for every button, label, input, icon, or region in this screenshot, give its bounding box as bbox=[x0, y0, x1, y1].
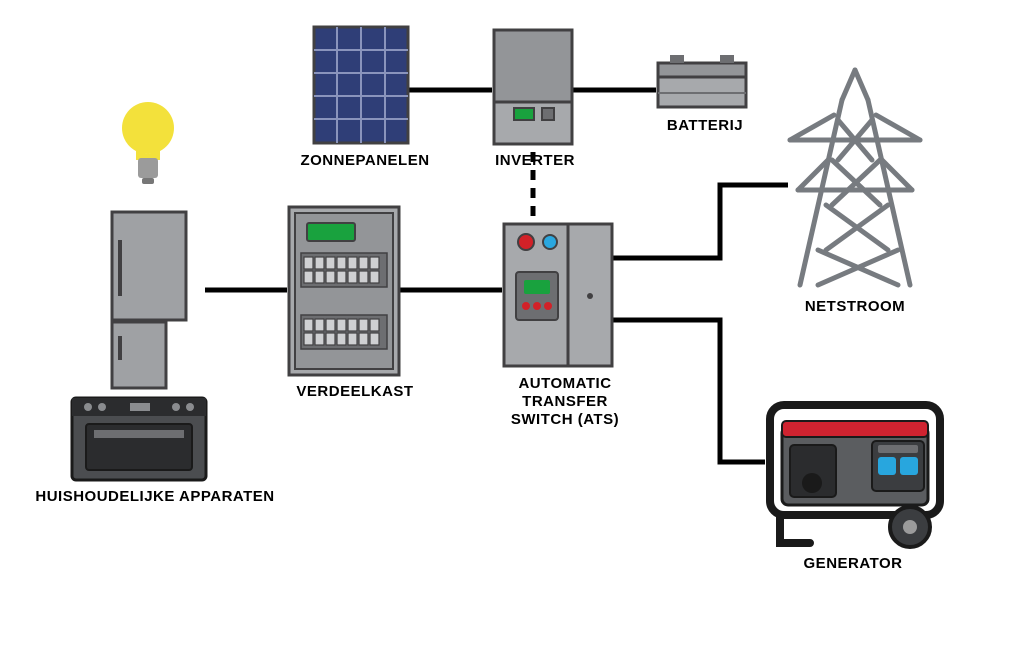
label-appliances: HUISHOUDELIJKE APPARATEN bbox=[25, 488, 285, 505]
distribution-panel-icon bbox=[287, 205, 401, 377]
inverter-icon bbox=[492, 28, 574, 146]
battery-icon bbox=[656, 55, 748, 110]
lightbulb-icon bbox=[118, 100, 178, 190]
label-inverter: INVERTER bbox=[480, 152, 590, 169]
label-battery: BATTERIJ bbox=[655, 117, 755, 134]
label-solar: ZONNEPANELEN bbox=[290, 152, 440, 169]
label-grid: NETSTROOM bbox=[795, 298, 915, 315]
label-panel: VERDEELKAST bbox=[285, 383, 425, 400]
ats-icon bbox=[502, 222, 614, 368]
oven-icon bbox=[70, 396, 208, 482]
label-generator: GENERATOR bbox=[793, 555, 913, 572]
generator-icon bbox=[760, 395, 950, 550]
fridge-icon bbox=[110, 210, 188, 390]
label-ats: AUTOMATIC TRANSFER SWITCH (ATS) bbox=[490, 375, 640, 429]
power-tower-icon bbox=[780, 60, 930, 290]
diagram-stage: ZONNEPANELEN INVERTER BATTERIJ VERDEELKA… bbox=[0, 0, 1024, 657]
solar-panel-icon bbox=[312, 25, 410, 145]
